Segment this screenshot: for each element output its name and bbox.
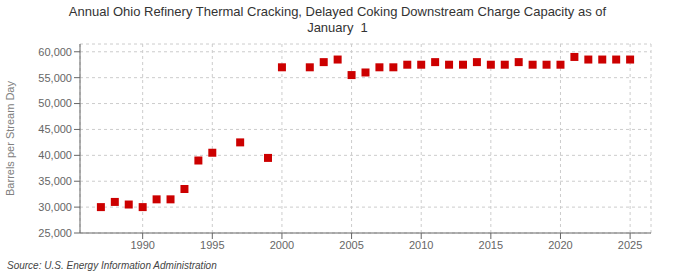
svg-text:1995: 1995 [200, 239, 224, 251]
svg-text:35,000: 35,000 [38, 175, 72, 187]
svg-text:2005: 2005 [339, 239, 363, 251]
svg-text:1990: 1990 [130, 239, 154, 251]
svg-text:2020: 2020 [548, 239, 572, 251]
svg-text:Barrels per Stream Day: Barrels per Stream Day [8, 81, 16, 196]
svg-text:60,000: 60,000 [38, 46, 72, 58]
svg-text:2000: 2000 [270, 239, 294, 251]
svg-text:30,000: 30,000 [38, 201, 72, 213]
svg-text:2015: 2015 [479, 239, 503, 251]
html-text:Annual Ohio Refinery Thermal C: Annual Ohio Refinery Thermal Cracking, D… [68, 4, 607, 19]
svg-text:50,000: 50,000 [38, 97, 72, 109]
svg-text:40,000: 40,000 [38, 149, 72, 161]
svg-text:55,000: 55,000 [38, 72, 72, 84]
svg-text:2010: 2010 [409, 239, 433, 251]
html-text:Source: U.S. Energy Informatio: Source: U.S. Energy Information Administ… [7, 260, 217, 271]
svg-text:2025: 2025 [618, 239, 642, 251]
svg-text:45,000: 45,000 [38, 123, 72, 135]
html-text:January 1: January 1 [307, 20, 368, 35]
svg-text:25,000: 25,000 [38, 227, 72, 239]
